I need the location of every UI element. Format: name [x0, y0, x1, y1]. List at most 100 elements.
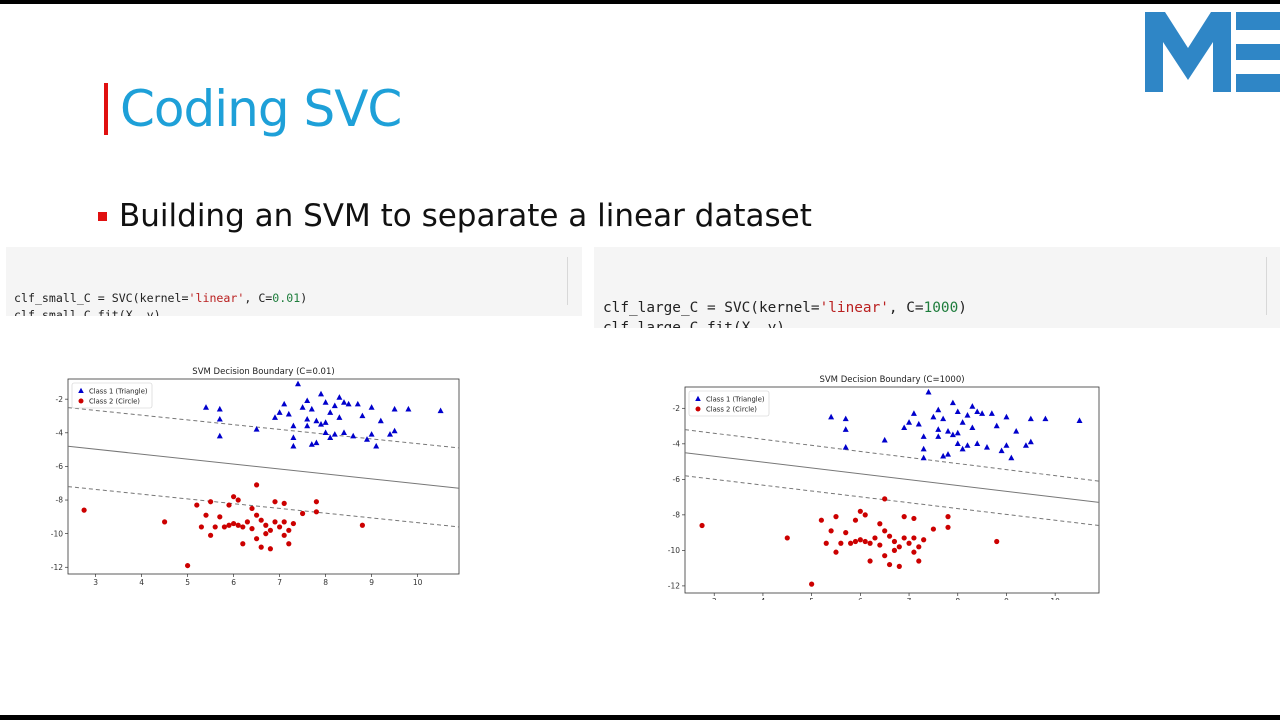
code-token: , C=: [244, 291, 273, 305]
class2-circle-point: [231, 520, 237, 527]
slide-title-block: Coding SVC: [104, 78, 402, 140]
class1-triangle-point: [949, 431, 956, 438]
chart-svm-small-c: SVM Decision Boundary (C=0.01) 3 4 5 6 7 8 9 10 -…: [51, 367, 460, 585]
class2-circle-point: [945, 514, 951, 520]
y-tick-label: -12: [51, 563, 63, 572]
chart-title: SVM Decision Boundary (C=1000): [819, 375, 964, 385]
class2-circle-point: [194, 502, 200, 508]
class2-circle-point: [901, 535, 907, 541]
class1-triangle-point: [299, 404, 306, 410]
class1-triangle-point: [949, 399, 956, 406]
class1-triangle-point: [959, 419, 966, 425]
class2-circle-point: [916, 544, 922, 550]
y-tick-label: -4: [673, 439, 681, 448]
class2-circle-point: [221, 524, 227, 530]
class1-triangle-point: [842, 415, 849, 422]
class2-circle-point: [886, 561, 893, 568]
title-accent-bar: [104, 83, 108, 135]
class1-triangle-point: [945, 451, 952, 457]
class2-circle-point: [231, 494, 237, 500]
class2-circle-point: [258, 544, 264, 550]
y-tick-label: -8: [673, 510, 681, 519]
code-cell-small-c[interactable]: clf_small_C = SVC(kernel='linear', C=0.0…: [6, 247, 582, 316]
class2-circle-point: [828, 528, 834, 534]
class2-circle-point: [882, 553, 888, 559]
class2-circle-point: [226, 522, 232, 528]
class2-circle-point: [838, 540, 844, 546]
class1-triangle-point: [405, 405, 412, 412]
chart-title: SVM Decision Boundary (C=0.01): [192, 367, 334, 377]
class2-circle-point: [208, 532, 214, 538]
class2-circle-point: [198, 524, 204, 530]
class1-triangle-point: [336, 394, 343, 400]
legend-box: [71, 382, 153, 409]
class2-circle-point: [867, 540, 873, 546]
code-token: 'linear': [819, 300, 889, 316]
class2-circle-point: [313, 509, 319, 515]
class2-circle-point: [162, 519, 168, 525]
code-token: ): [300, 291, 308, 305]
class1-triangle-point: [1022, 442, 1029, 448]
class2-circle-point: [272, 519, 278, 525]
x-tick-label: 4: [761, 597, 766, 600]
class2-circle-point: [267, 546, 273, 552]
class1-triangle-point: [881, 436, 888, 443]
legend-label: Class 1 (Triangle): [706, 396, 765, 404]
class2-circle-point: [281, 500, 287, 506]
class2-circle-point: [359, 522, 365, 528]
class2-circle-point: [699, 522, 705, 529]
code-token: ): [958, 300, 967, 316]
class2-circle-point: [930, 526, 936, 532]
class2-circle-point: [263, 522, 269, 528]
class2-circle-point: [809, 581, 815, 587]
class2-circle-point: [921, 537, 927, 543]
class2-circle-point: [852, 517, 859, 523]
y-tick-label: -10: [668, 546, 680, 555]
x-tick-label: 3: [712, 597, 717, 600]
class1-triangle-point: [290, 422, 297, 429]
code-token: clf_large_C = SVC(kernel=: [603, 300, 820, 316]
class1-triangle-point: [368, 431, 375, 437]
lower-margin-line: [67, 486, 460, 528]
class1-triangle-point: [1003, 442, 1010, 448]
class2-circle-point: [267, 527, 273, 533]
x-tick-label: 4: [139, 578, 144, 585]
class1-triangle-point: [979, 410, 986, 416]
class1-triangle-point: [391, 427, 398, 434]
class2-circle-point: [857, 508, 863, 514]
class2-circle-point: [249, 526, 255, 532]
class2-circle-point: [203, 512, 209, 518]
class2-circle-point: [281, 519, 287, 525]
class1-triangle-point: [998, 447, 1005, 454]
class1-triangle-point: [327, 409, 334, 415]
code-cell-large-c[interactable]: clf_large_C = SVC(kernel='linear', C=100…: [594, 247, 1280, 328]
class2-circle-point: [254, 512, 260, 518]
legend-circle-icon: [695, 406, 701, 412]
class1-triangle-point: [331, 431, 338, 437]
class2-circle-point: [290, 520, 296, 527]
legend-triangle-icon: [695, 395, 701, 401]
class1-triangle-point: [964, 442, 971, 448]
class1-triangle-point: [1042, 415, 1049, 422]
class2-circle-point: [212, 524, 218, 530]
legend-label: Class 2 (Circle): [706, 406, 757, 414]
class1-triangle-point: [988, 410, 995, 416]
bullet-text: Building an SVM to separate a linear dat…: [119, 198, 812, 234]
class1-triangle-point: [828, 413, 835, 420]
class2-circle-point: [896, 563, 902, 569]
class1-triangle-point: [1008, 454, 1015, 461]
class1-triangle-point: [304, 415, 311, 422]
y-tick-label: -8: [56, 496, 64, 505]
y-tick-label: -2: [56, 395, 64, 404]
legend-label: Class 2 (Circle): [89, 398, 140, 406]
class1-triangle-point: [290, 434, 297, 441]
class1-triangle-point: [318, 420, 324, 427]
class1-triangle-point: [203, 404, 209, 410]
me-logo-icon: [1145, 12, 1280, 92]
legend-label: Class 1 (Triangle): [89, 388, 148, 396]
class1-triangle-point: [1003, 413, 1010, 420]
class1-triangle-point: [308, 405, 315, 412]
class1-triangle-point: [969, 424, 976, 431]
class2-circle-point: [843, 530, 849, 536]
class1-triangle-point: [304, 397, 311, 404]
